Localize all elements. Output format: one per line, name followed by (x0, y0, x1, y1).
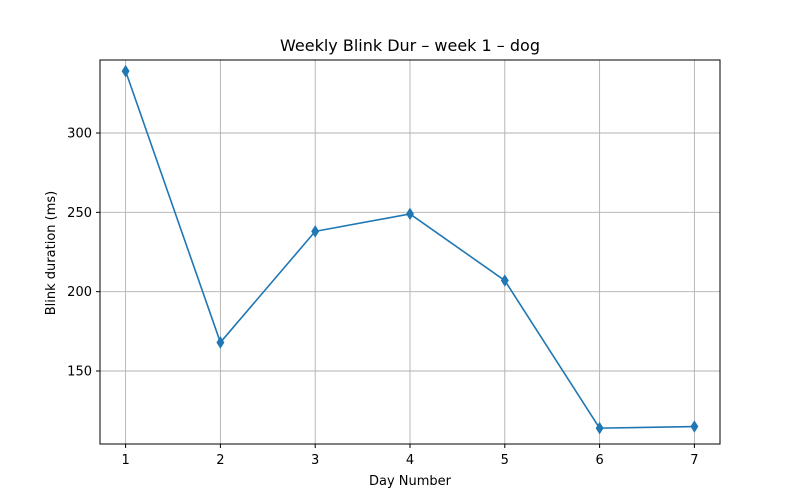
chart-title: Weekly Blink Dur – week 1 – dog (280, 36, 540, 55)
y-tick-label: 250 (67, 206, 92, 221)
series-layer (121, 64, 699, 435)
ticks-layer: 1 2 3 4 5 6 7 150 200 250 300 (67, 126, 698, 468)
y-axis-label: Blink duration (ms) (44, 191, 59, 315)
data-point (690, 420, 699, 433)
y-tick-label: 150 (67, 365, 92, 380)
x-tick-label: 6 (595, 453, 603, 468)
data-point (500, 274, 509, 287)
data-point (595, 421, 604, 435)
y-tick-label: 200 (67, 285, 92, 300)
x-tick-label: 7 (690, 453, 698, 468)
data-point (121, 64, 130, 78)
x-tick-label: 1 (121, 453, 129, 468)
x-tick-label: 4 (406, 453, 414, 468)
grid-layer (100, 60, 720, 444)
x-tick-label: 2 (216, 453, 224, 468)
data-point (406, 207, 414, 221)
x-tick-label: 3 (311, 453, 319, 468)
data-point (311, 225, 320, 238)
x-tick-label: 5 (501, 453, 509, 468)
x-axis-label: Day Number (369, 474, 452, 489)
y-tick-label: 300 (67, 126, 92, 141)
data-point (216, 336, 225, 349)
